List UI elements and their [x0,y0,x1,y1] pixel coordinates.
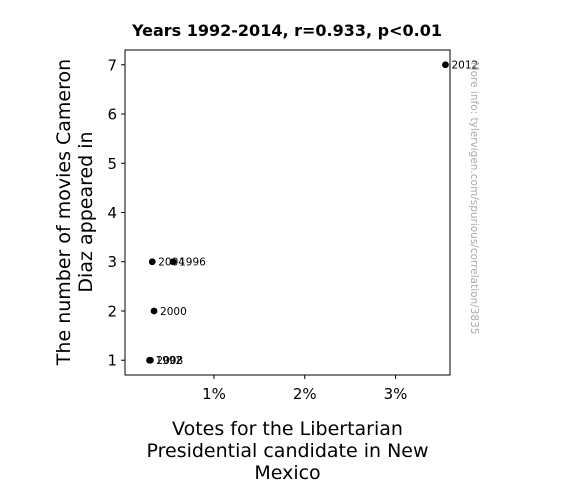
data-point [150,307,158,315]
data-point [169,258,177,266]
y-tick-label: 3 [107,253,117,271]
x-tick-label: 1% [202,385,226,403]
y-axis: 1 2 3 4 5 6 7 [107,56,125,370]
x-axis: 1% 2% 3% [202,375,407,403]
data-point-label: 2012 [451,60,478,72]
data-point [442,61,449,69]
data-points [146,61,449,364]
data-point-label: 1992 [156,355,183,367]
x-tick-label: 3% [384,385,408,403]
data-point-label: 2008 [156,355,183,367]
y-tick-label: 1 [107,352,117,370]
y-axis-label-line-2: Diaz appeared in [75,131,97,292]
x-axis-label-line-2: Presidential candidate in New [146,440,428,462]
plot-area [124,49,451,376]
x-tick-label: 2% [293,385,317,403]
data-point-label: 1996 [179,257,206,269]
chart-title: Years 1992-2014, r=0.933, p<0.01 [131,21,442,40]
watermark: More info: tylervigen.com/spurious/corre… [468,62,480,335]
data-point-label: 2004 [158,257,185,269]
data-point-label: 2000 [160,306,187,318]
x-axis-label-line-3: Mexico [254,462,320,484]
y-tick-label: 6 [107,106,117,124]
x-axis-label-line-1: Votes for the Libertarian [172,418,403,440]
data-point [148,258,156,266]
y-tick-label: 4 [107,204,117,222]
y-tick-label: 2 [107,302,117,320]
y-tick-label: 7 [107,56,117,74]
y-axis-label-line-1: The number of movies Cameron [53,59,75,366]
data-point [147,356,154,364]
y-tick-label: 5 [107,155,117,173]
